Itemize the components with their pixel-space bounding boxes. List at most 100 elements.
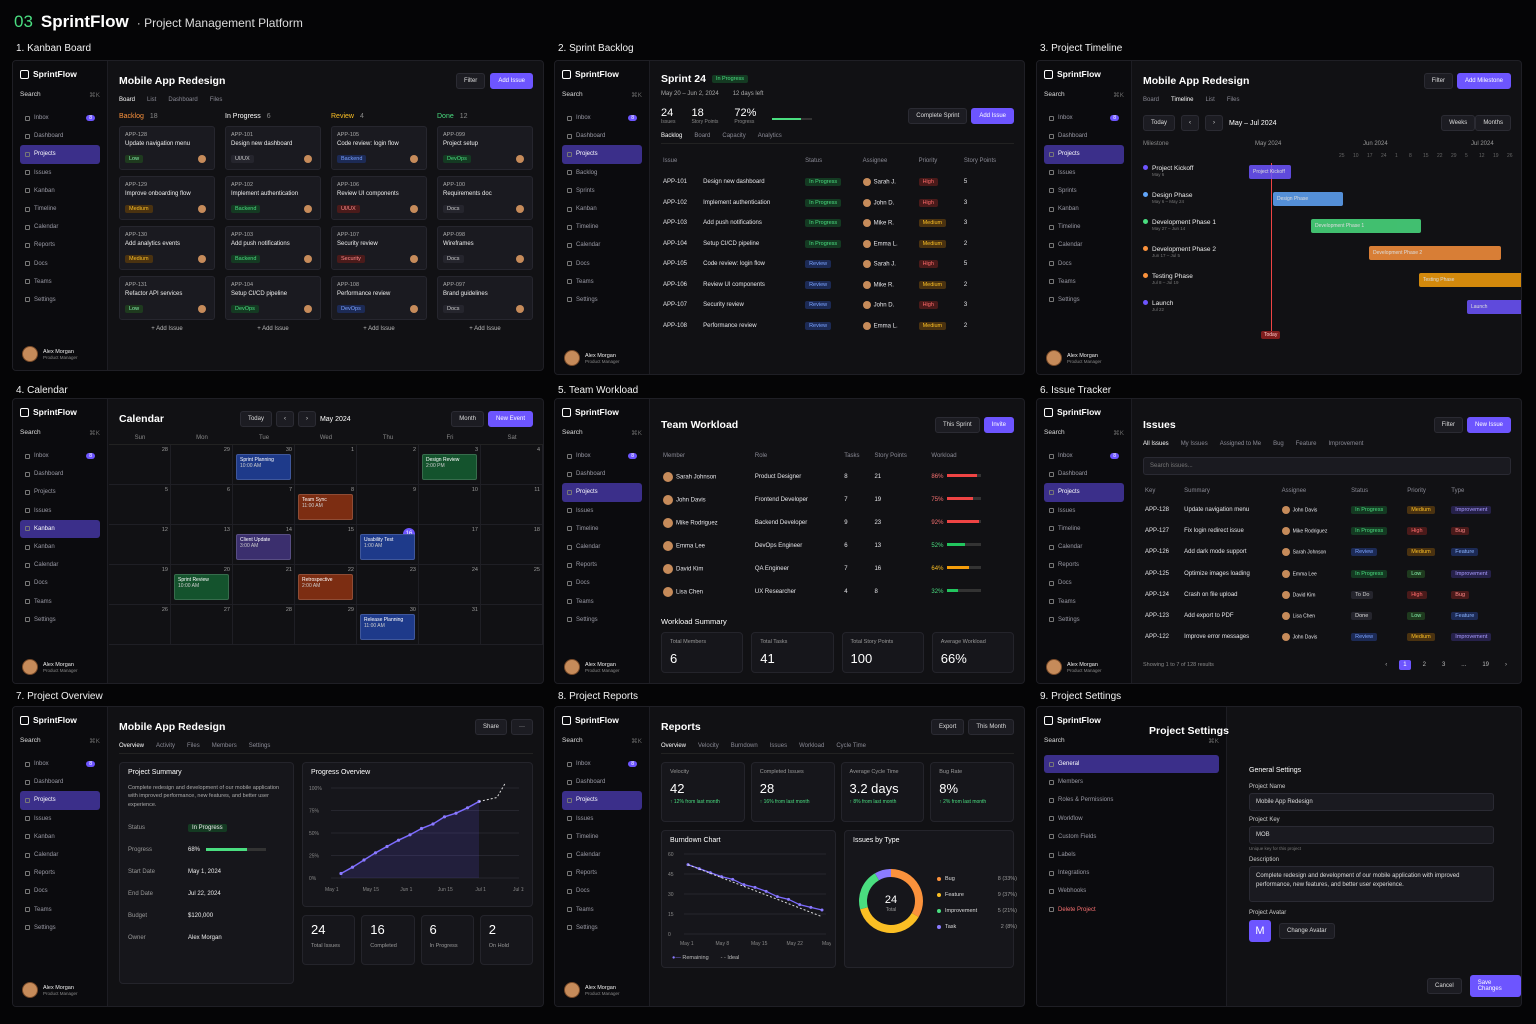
page-button[interactable]: › xyxy=(1505,662,1507,669)
tab-bug[interactable]: Bug xyxy=(1273,441,1284,447)
calendar-day[interactable]: 1 xyxy=(295,445,357,485)
sidebar-item-teams[interactable]: Teams xyxy=(20,901,100,919)
tab-issues[interactable]: Issues xyxy=(769,743,788,749)
tab-velocity[interactable]: Velocity xyxy=(698,743,719,749)
user-profile[interactable]: Alex Morgan Product Manager xyxy=(22,346,78,362)
calendar-day[interactable]: 29 xyxy=(171,445,233,485)
sidebar-item-calendar[interactable]: Calendar xyxy=(562,846,642,864)
table-row[interactable]: APP-106 Review UI components Review Mike R.… xyxy=(661,275,1014,296)
calendar-event[interactable]: Retrospective 2:00 AM xyxy=(298,574,353,600)
sidebar-item-reports[interactable]: Reports xyxy=(1044,556,1124,574)
calendar-day[interactable]: 3 Design Review 2:00 PM xyxy=(419,445,481,485)
sidebar-item-dashboard[interactable]: Dashboard xyxy=(562,773,642,791)
calendar-day[interactable]: 23 xyxy=(357,565,419,605)
calendar-day[interactable]: 30 Sprint Planning 10:00 AM xyxy=(233,445,295,485)
page-button[interactable]: 2 xyxy=(1422,662,1426,669)
table-row[interactable]: APP-101 Design new dashboard In Progress Sa… xyxy=(661,172,1014,193)
table-row[interactable]: APP-126 Add dark mode support Sarah Johnso… xyxy=(1143,542,1511,563)
sidebar-item-reports[interactable]: Reports xyxy=(562,864,642,882)
sidebar-item-timeline[interactable]: Timeline xyxy=(20,200,100,218)
calendar-event[interactable]: Team Sync 11:00 AM xyxy=(298,494,353,520)
sidebar-item-timeline[interactable]: Timeline xyxy=(562,218,642,236)
calendar-day[interactable]: 24 xyxy=(419,565,481,605)
table-row[interactable]: Mike Rodriguez Backend Developer 9 23 92% xyxy=(661,511,1014,534)
project-key-input[interactable]: MOB xyxy=(1249,826,1494,844)
sidebar-item-webhooks[interactable]: Webhooks xyxy=(1044,882,1219,900)
next-icon[interactable]: › xyxy=(297,411,316,427)
calendar-day[interactable]: 8 Team Sync 11:00 AM xyxy=(295,485,357,525)
sidebar-item-calendar[interactable]: Calendar xyxy=(562,538,642,556)
sidebar-item-reports[interactable]: Reports xyxy=(20,864,100,882)
tab-dashboard[interactable]: Dashboard xyxy=(168,97,198,103)
sidebar-item-calendar[interactable]: Calendar xyxy=(1044,538,1124,556)
table-row[interactable]: APP-107 Security review Review John D. High 3 xyxy=(661,295,1014,316)
sidebar-item-backlog[interactable]: Backlog xyxy=(562,164,642,182)
view-select[interactable]: Month xyxy=(451,411,484,427)
user-profile[interactable]: Alex Morgan Product Manager xyxy=(22,659,78,675)
gantt-bar[interactable]: Testing Phase xyxy=(1419,273,1521,287)
search-input[interactable]: Search ⌘K xyxy=(562,737,642,745)
sidebar-item-docs[interactable]: Docs xyxy=(562,255,642,273)
table-row[interactable]: APP-128 Update navigation menu John Davis I… xyxy=(1143,499,1511,520)
calendar-day[interactable]: 13 xyxy=(171,525,233,565)
calendar-day[interactable]: 29 xyxy=(295,605,357,645)
sidebar-item-kanban[interactable]: Kanban xyxy=(20,538,100,556)
add-issue-button[interactable]: Add Issue xyxy=(490,73,533,89)
calendar-day[interactable]: 6 xyxy=(171,485,233,525)
sidebar-item-docs[interactable]: Docs xyxy=(20,574,100,592)
tab-activity[interactable]: Activity xyxy=(156,743,176,749)
table-row[interactable]: APP-102 Implement authentication In Progre… xyxy=(661,193,1014,214)
tab-members[interactable]: Members xyxy=(211,743,237,749)
calendar-day[interactable]: 2 xyxy=(357,445,419,485)
next-icon[interactable]: › xyxy=(1205,115,1224,131)
prev-icon[interactable]: ‹ xyxy=(1181,115,1200,131)
sidebar-item-docs[interactable]: Docs xyxy=(1044,255,1124,273)
tab-cycle-time[interactable]: Cycle Time xyxy=(836,743,866,749)
tab-improvement[interactable]: Improvement xyxy=(1328,441,1364,447)
sidebar-item-calendar[interactable]: Calendar xyxy=(20,218,100,236)
add-issue-link[interactable]: + Add Issue xyxy=(469,326,501,332)
sidebar-item-inbox[interactable]: Inbox 8 xyxy=(1044,447,1124,465)
sidebar-item-teams[interactable]: Teams xyxy=(562,901,642,919)
description-textarea[interactable]: Complete redesign and development of our… xyxy=(1249,866,1494,902)
page-button[interactable]: 19 xyxy=(1482,662,1489,669)
more-button[interactable]: ··· xyxy=(511,719,533,735)
calendar-day[interactable]: 20 Sprint Review 10:00 AM xyxy=(171,565,233,605)
sidebar-item-timeline[interactable]: Timeline xyxy=(562,520,642,538)
sidebar-item-dashboard[interactable]: Dashboard xyxy=(562,465,642,483)
issue-card[interactable]: APP-103 Add push notifications Backend xyxy=(225,226,321,270)
issue-card[interactable]: APP-097 Brand guidelines Docs xyxy=(437,276,533,320)
sidebar-item-dashboard[interactable]: Dashboard xyxy=(20,465,100,483)
sidebar-item-teams[interactable]: Teams xyxy=(1044,273,1124,291)
sidebar-item-settings[interactable]: Settings xyxy=(20,291,100,309)
sidebar-item-issues[interactable]: Issues xyxy=(20,810,100,828)
sidebar-item-projects[interactable]: Projects xyxy=(1044,483,1124,502)
calendar-day[interactable]: 5 xyxy=(109,485,171,525)
gantt-bar[interactable]: Development Phase 1 xyxy=(1311,219,1421,233)
sidebar-item-inbox[interactable]: Inbox 8 xyxy=(562,447,642,465)
search-input[interactable]: Search ⌘K xyxy=(20,91,100,99)
tab-files[interactable]: Files xyxy=(1226,97,1240,103)
sidebar-item-settings[interactable]: Settings xyxy=(1044,611,1124,629)
calendar-day[interactable]: 28 xyxy=(233,605,295,645)
calendar-day[interactable]: 30 Release Planning 11:00 AM xyxy=(357,605,419,645)
invite-button[interactable]: Invite xyxy=(983,417,1014,433)
sidebar-item-inbox[interactable]: Inbox 8 xyxy=(20,447,100,465)
sidebar-item-projects[interactable]: Projects xyxy=(562,145,642,164)
issue-card[interactable]: APP-100 Requirements doc Docs xyxy=(437,176,533,220)
issue-card[interactable]: APP-107 Security review Security xyxy=(331,226,427,270)
sidebar-item-roles-permissions[interactable]: Roles & Permissions xyxy=(1044,791,1219,809)
today-button[interactable]: Today xyxy=(239,411,272,427)
sidebar-item-settings[interactable]: Settings xyxy=(562,611,642,629)
calendar-day[interactable]: 7 xyxy=(233,485,295,525)
table-row[interactable]: APP-124 Crash on file upload David Kim To D… xyxy=(1143,584,1511,605)
sidebar-item-dashboard[interactable]: Dashboard xyxy=(1044,127,1124,145)
search-input[interactable]: Search ⌘K xyxy=(20,737,100,745)
sidebar-item-teams[interactable]: Teams xyxy=(1044,593,1124,611)
sidebar-item-docs[interactable]: Docs xyxy=(562,882,642,900)
sidebar-item-timeline[interactable]: Timeline xyxy=(1044,218,1124,236)
sidebar-item-issues[interactable]: Issues xyxy=(562,810,642,828)
sidebar-item-issues[interactable]: Issues xyxy=(20,164,100,182)
table-row[interactable]: APP-103 Add push notifications In Progress… xyxy=(661,213,1014,234)
add-issue-link[interactable]: + Add Issue xyxy=(151,326,183,332)
